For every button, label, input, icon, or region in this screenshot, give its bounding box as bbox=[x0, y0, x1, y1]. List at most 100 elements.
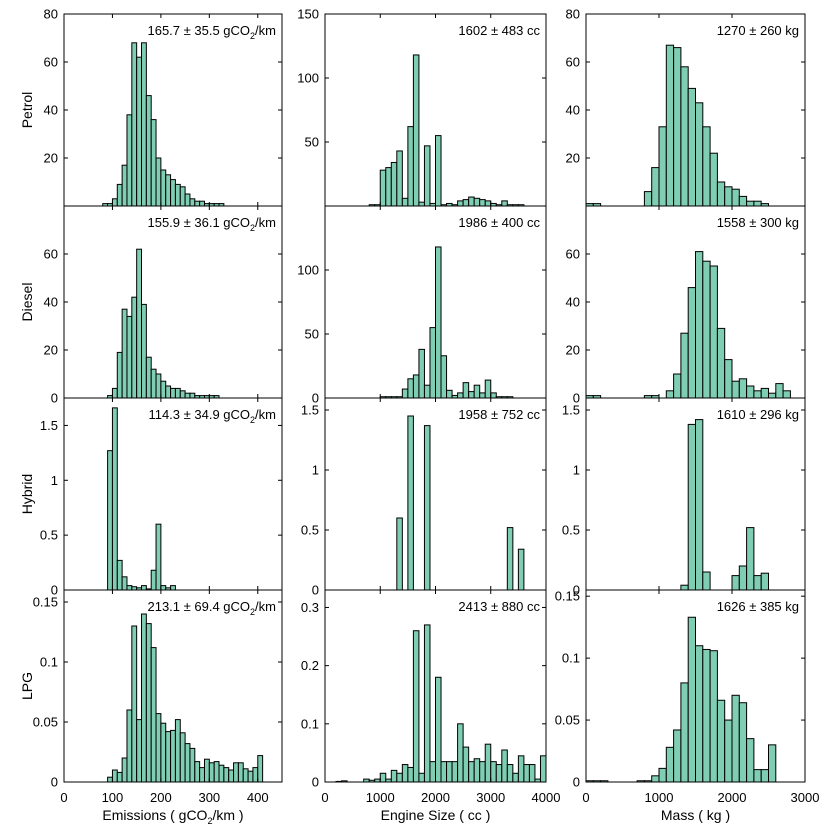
histogram-bar bbox=[136, 719, 143, 783]
stat-annotation: 1626 ± 385 kg bbox=[717, 599, 799, 614]
histogram-bar bbox=[680, 66, 689, 207]
histogram-bar bbox=[418, 772, 425, 783]
y-tick-label: 60 bbox=[44, 55, 58, 70]
histogram-bar bbox=[184, 193, 191, 207]
row-label-petrol: Petrol bbox=[19, 92, 35, 129]
axes-frame bbox=[63, 13, 283, 207]
histogram-bar bbox=[462, 746, 470, 783]
histogram-bar bbox=[490, 761, 497, 783]
histogram-bar bbox=[523, 764, 530, 783]
y-tick-label: 0.1 bbox=[301, 716, 319, 731]
y-tick-label: 0.1 bbox=[40, 655, 58, 670]
x-tick-label: 0 bbox=[321, 790, 328, 805]
histogram-bar bbox=[111, 407, 118, 591]
histogram-bar bbox=[429, 327, 437, 399]
histogram-bar bbox=[746, 385, 755, 399]
stat-annotation: 114.3 ± 34.9 gCO2/km bbox=[148, 407, 276, 425]
histogram-bar bbox=[457, 200, 464, 207]
panel-hybrid-0: 0 0.5 1 1.5 114.3 ± 34.9 gCO2/km bbox=[40, 397, 283, 598]
histogram-bar bbox=[174, 719, 181, 783]
histogram-bar bbox=[782, 390, 791, 399]
histogram-bar bbox=[160, 169, 167, 207]
histogram-bar bbox=[218, 764, 225, 783]
histogram-bar bbox=[116, 771, 123, 783]
x-tick-label: 1000 bbox=[645, 790, 674, 805]
histogram-bar bbox=[468, 761, 475, 783]
histogram-bar bbox=[775, 383, 784, 399]
y-tick-label: 60 bbox=[566, 55, 580, 70]
histogram-bar bbox=[724, 719, 733, 783]
histogram-bar bbox=[174, 183, 181, 207]
y-tick-label: 100 bbox=[297, 263, 319, 278]
histogram-bar bbox=[136, 248, 143, 399]
histogram-bar bbox=[126, 315, 133, 399]
histogram-bar bbox=[484, 200, 492, 207]
histogram-bar bbox=[165, 731, 172, 783]
panel-lpg-1: 0 0.1 0.2 0.3 0 1000 2000 3000 4000 2413 ± 880 cc bbox=[301, 589, 560, 805]
y-tick-label: 0.15 bbox=[33, 595, 58, 610]
stat-annotation: 1602 ± 483 cc bbox=[458, 23, 540, 38]
x-tick-label: 3000 bbox=[791, 790, 820, 805]
histogram-bar bbox=[194, 761, 201, 783]
histogram-bar bbox=[165, 174, 172, 207]
histogram-bar bbox=[709, 152, 718, 207]
histogram-bar bbox=[116, 351, 123, 399]
histogram-bar bbox=[753, 200, 762, 207]
y-tick-label: 20 bbox=[44, 151, 58, 166]
histogram-bar bbox=[479, 392, 486, 399]
y-tick-label: 60 bbox=[566, 247, 580, 262]
histogram-bar bbox=[724, 186, 733, 207]
histogram-bar bbox=[150, 368, 157, 399]
y-tick-label: 0.3 bbox=[301, 600, 319, 615]
y-tick-label: 0.05 bbox=[555, 713, 580, 728]
histogram-bar bbox=[506, 527, 514, 591]
histogram-bar bbox=[385, 167, 392, 207]
histogram-bar bbox=[753, 769, 762, 783]
histogram-bar bbox=[107, 776, 113, 783]
panel-diesel-2: 0 20 40 60 1558 ± 300 kg bbox=[566, 205, 806, 406]
histogram-bar bbox=[731, 380, 740, 399]
histogram-bar bbox=[479, 761, 486, 783]
histogram-bar bbox=[746, 200, 755, 207]
histogram-bar bbox=[203, 758, 210, 783]
histogram-bar bbox=[379, 169, 387, 207]
panel-hybrid-1: 0 0.5 1 1.5 1958 ± 752 cc bbox=[301, 397, 547, 598]
y-tick-label: 0.5 bbox=[301, 523, 319, 538]
stat-annotation: 2413 ± 880 cc bbox=[458, 599, 540, 614]
histogram-bar bbox=[184, 392, 191, 399]
y-tick-label: 0.15 bbox=[555, 589, 580, 604]
y-tick-label: 60 bbox=[44, 247, 58, 262]
histogram-bar bbox=[695, 645, 704, 783]
histogram-bar bbox=[746, 527, 755, 591]
histogram-bar bbox=[121, 164, 128, 207]
stat-annotation: 1270 ± 260 kg bbox=[717, 23, 799, 38]
histogram-bar bbox=[724, 359, 733, 399]
histogram-bar bbox=[451, 761, 459, 783]
histogram-bar bbox=[680, 332, 689, 399]
histogram-bar bbox=[673, 373, 682, 399]
histogram-bar bbox=[233, 762, 239, 783]
axes-frame bbox=[63, 205, 283, 399]
y-tick-label: 20 bbox=[566, 343, 580, 358]
histogram-bar bbox=[131, 42, 138, 207]
histogram-bar bbox=[257, 755, 264, 783]
histogram-bar bbox=[194, 200, 201, 207]
histogram-bar bbox=[170, 179, 176, 207]
histogram-bar bbox=[390, 161, 398, 207]
histogram-bar bbox=[731, 188, 740, 207]
histogram-bar bbox=[673, 47, 682, 207]
axes-frame bbox=[585, 589, 806, 783]
histogram-bar bbox=[687, 87, 697, 207]
histogram-bar bbox=[495, 764, 503, 783]
y-tick-label: 20 bbox=[566, 151, 580, 166]
histogram-bar bbox=[121, 308, 128, 399]
stat-annotation: 1958 ± 752 cc bbox=[458, 407, 540, 422]
histogram-bar bbox=[528, 764, 536, 783]
histogram-bar bbox=[412, 54, 420, 207]
histogram-bar bbox=[242, 768, 249, 783]
histogram-bar bbox=[170, 729, 176, 783]
histogram-bar bbox=[131, 296, 138, 399]
histogram-bar bbox=[155, 157, 162, 207]
x-axis-label: Emissions ( gCO2/km ) bbox=[102, 807, 243, 826]
